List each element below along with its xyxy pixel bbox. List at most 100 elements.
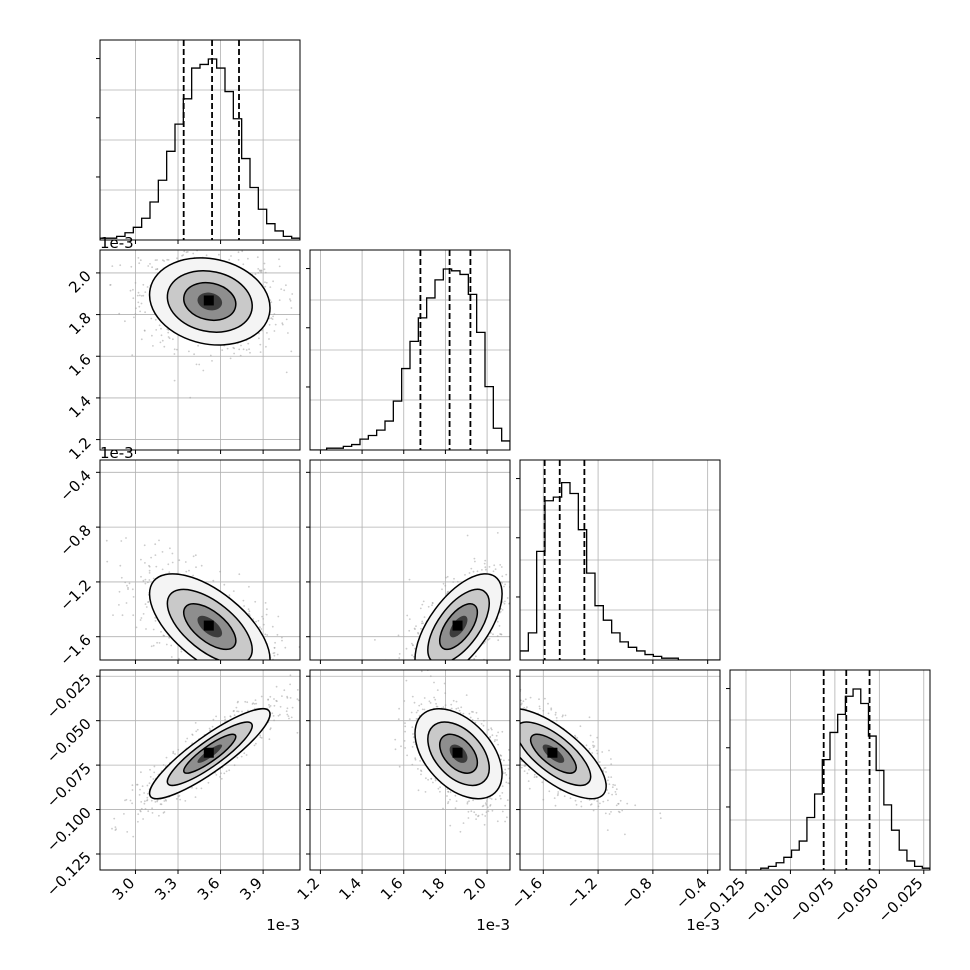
sample-point [263, 665, 265, 667]
sample-point [111, 827, 113, 830]
sample-point [195, 730, 198, 733]
sample-point [233, 764, 236, 767]
sample-point [243, 667, 245, 669]
sample-point [218, 253, 220, 256]
sample-point [219, 570, 222, 573]
sample-point [176, 257, 178, 260]
sample-point [146, 286, 149, 288]
sample-point [226, 347, 229, 350]
sample-point [405, 679, 408, 682]
sample-point [114, 829, 117, 831]
sample-point [411, 682, 413, 684]
sample-point [144, 578, 147, 581]
sample-point [148, 564, 150, 567]
sample-point [580, 805, 583, 808]
sample-point [225, 770, 228, 773]
sample-point [180, 650, 183, 653]
sample-point [435, 671, 437, 673]
sample-point [490, 687, 492, 689]
sample-point [252, 702, 255, 705]
sample-point [574, 734, 576, 737]
sample-point [158, 539, 160, 542]
sample-point [256, 692, 258, 694]
y-tick-label: −0.8 [56, 521, 94, 559]
sample-point [411, 686, 413, 688]
sample-point [211, 725, 214, 728]
sample-point [240, 681, 242, 683]
sample-point [168, 571, 171, 573]
sample-point [174, 753, 176, 755]
sample-point [406, 614, 409, 617]
sample-point [126, 831, 129, 833]
sample-point [210, 661, 212, 663]
sample-point [449, 791, 452, 794]
sample-point [485, 803, 488, 806]
sample-point [193, 691, 195, 693]
sample-point [499, 633, 501, 635]
sample-point [495, 734, 498, 737]
sample-point [144, 562, 146, 564]
sample-point [154, 259, 157, 261]
sample-point [451, 663, 453, 665]
sample-point [472, 570, 475, 573]
sample-point [224, 718, 227, 721]
sample-point [147, 810, 150, 813]
sample-point [473, 557, 476, 560]
sample-point [431, 602, 434, 605]
sample-point [412, 644, 414, 647]
sample-point [142, 283, 145, 286]
sample-point [176, 348, 178, 351]
sample-point [491, 809, 494, 812]
sample-point [138, 294, 141, 297]
sample-point [137, 257, 140, 259]
sample-point [421, 620, 424, 623]
sample-point [272, 280, 274, 283]
sample-point [270, 679, 272, 681]
sample-point [276, 653, 279, 656]
sample-point [422, 678, 424, 680]
sample-point [435, 702, 437, 705]
sample-point [506, 799, 509, 801]
sample-point [253, 703, 256, 705]
sample-point [159, 341, 162, 344]
sample-point [171, 552, 174, 555]
sample-point [144, 311, 147, 314]
sample-point [475, 655, 477, 658]
sample-point [499, 564, 502, 566]
sample-point [547, 712, 550, 715]
density-peak [203, 295, 214, 306]
sample-point [259, 343, 262, 346]
sample-point [469, 716, 472, 719]
sample-point [507, 732, 509, 734]
sample-point [233, 352, 236, 355]
sample-point [430, 666, 432, 668]
sample-point [501, 785, 504, 788]
sample-point [457, 667, 459, 669]
sample-point [236, 756, 239, 759]
panel-content [520, 460, 720, 660]
sample-point [431, 665, 433, 667]
sample-point [462, 682, 464, 684]
sample-point [172, 752, 175, 755]
sample-point [484, 568, 487, 571]
sample-point [246, 701, 249, 704]
sample-point [514, 726, 516, 728]
sample-point [163, 345, 166, 348]
sample-point [238, 573, 241, 576]
sample-point [136, 783, 138, 786]
sample-point [444, 704, 447, 706]
sample-point [229, 715, 232, 717]
sample-point [317, 293, 319, 295]
sample-point [659, 812, 662, 815]
sample-point [228, 672, 230, 674]
sample-point [398, 657, 401, 659]
sample-point [155, 329, 158, 331]
sample-point [232, 590, 235, 592]
sample-point [241, 710, 243, 713]
sample-point [412, 733, 414, 735]
sample-point [310, 690, 312, 692]
y-tick-label: −0.025 [43, 670, 95, 722]
sample-point [598, 761, 601, 763]
sample-point [120, 576, 123, 579]
sample-point [277, 714, 280, 717]
